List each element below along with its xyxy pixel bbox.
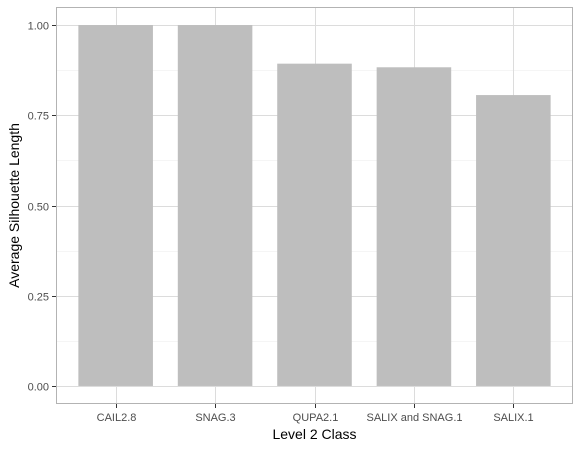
bar bbox=[376, 67, 452, 386]
y-axis-title: Average Silhouette Length bbox=[6, 123, 22, 288]
x-tick-label: SNAG.3 bbox=[195, 412, 235, 424]
x-axis: CAIL2.8 SNAG.3 QUPA2.1 SALIX and SNAG.1 SALI… bbox=[97, 404, 534, 424]
x-axis-title: Level 2 Class bbox=[272, 426, 356, 442]
y-tick-label: 0.25 bbox=[28, 292, 49, 304]
bar bbox=[476, 95, 551, 386]
bar bbox=[277, 63, 352, 386]
x-tick-label: SALIX.1 bbox=[493, 412, 533, 424]
bars bbox=[78, 25, 551, 386]
bar bbox=[78, 25, 153, 386]
y-tick-label: 0.50 bbox=[28, 202, 49, 214]
plot-panel bbox=[56, 7, 573, 404]
x-tick-label: SALIX and SNAG.1 bbox=[367, 412, 463, 424]
y-tick-label: 1.00 bbox=[28, 21, 49, 33]
x-tick-label: CAIL2.8 bbox=[97, 412, 137, 424]
y-tick-label: 0.75 bbox=[28, 111, 49, 123]
bar bbox=[177, 25, 253, 386]
y-tick-label: 0.00 bbox=[28, 382, 49, 394]
panel-border bbox=[56, 7, 573, 404]
y-axis: 0.00 0.25 0.50 0.75 1.00 bbox=[28, 21, 56, 394]
x-tick-label: QUPA2.1 bbox=[293, 412, 339, 424]
